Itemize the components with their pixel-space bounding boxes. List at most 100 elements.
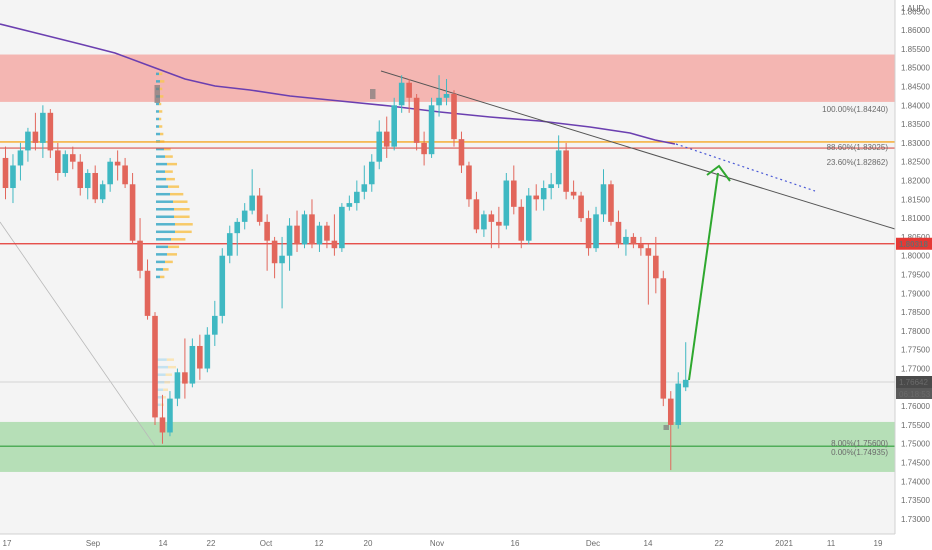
volume-profile-bar bbox=[156, 207, 174, 211]
x-tick-label: 22 bbox=[207, 539, 216, 548]
candle-body bbox=[249, 195, 255, 211]
volume-profile-bar bbox=[160, 132, 164, 136]
volume-profile-bar bbox=[156, 396, 162, 399]
volume-profile-bar bbox=[160, 80, 165, 83]
candle-body bbox=[518, 206, 525, 241]
candle-body bbox=[600, 184, 607, 215]
candle-body bbox=[376, 131, 383, 162]
candle-body bbox=[294, 225, 300, 245]
volume-profile-bar bbox=[156, 245, 168, 249]
moving-average-line bbox=[0, 23, 676, 145]
volume-profile-bar bbox=[165, 170, 173, 173]
candle-body bbox=[316, 225, 323, 245]
x-tick-label: 2021 bbox=[775, 539, 793, 548]
price-axis[interactable] bbox=[895, 0, 932, 550]
candle-body bbox=[226, 233, 233, 256]
candle-body bbox=[279, 255, 285, 264]
volume-profile-bar bbox=[156, 275, 160, 279]
volume-profile-bar bbox=[165, 260, 173, 264]
volume-profile-bar bbox=[156, 268, 163, 271]
candle-body bbox=[92, 172, 98, 200]
candle-body bbox=[17, 150, 24, 166]
volume-profile-bar bbox=[156, 185, 168, 188]
candle-body bbox=[398, 82, 405, 106]
candle-body bbox=[339, 206, 345, 249]
candle-body bbox=[137, 240, 143, 271]
volume-profile-bar bbox=[163, 388, 168, 391]
fib-label-0: 0.00%(1.74935) bbox=[831, 448, 888, 457]
volume-profile-bar bbox=[156, 147, 164, 151]
candle-body bbox=[623, 236, 629, 245]
y-tick-label: 1.73000 bbox=[901, 515, 930, 524]
candle-body bbox=[122, 165, 128, 185]
candle-body bbox=[144, 270, 151, 316]
candle-body bbox=[436, 97, 442, 106]
candle-body bbox=[421, 142, 427, 155]
candle-body bbox=[69, 154, 76, 162]
fib-diagonal-line bbox=[0, 221, 156, 447]
y-tick-label: 1.79500 bbox=[901, 271, 930, 280]
x-tick-label: Sep bbox=[86, 539, 101, 548]
level-price-badge-text: 1.80318 bbox=[899, 240, 928, 249]
fib-label-88: 88.60%(1.83025) bbox=[827, 143, 889, 152]
candle-body bbox=[47, 112, 54, 151]
candle-body bbox=[660, 278, 667, 399]
candle-body bbox=[540, 188, 547, 200]
volume-profile-bar bbox=[156, 253, 167, 256]
volume-profile-bar bbox=[174, 207, 190, 211]
volume-profile-bar bbox=[168, 365, 176, 369]
volume-profile-bar bbox=[159, 125, 163, 128]
y-tick-label: 1.74500 bbox=[901, 459, 930, 468]
target-arrow-head bbox=[706, 164, 731, 182]
candle-body bbox=[533, 195, 540, 200]
y-tick-label: 1.81000 bbox=[901, 214, 930, 223]
y-tick-label: 1.86500 bbox=[901, 7, 930, 16]
candle-body bbox=[114, 161, 121, 166]
volume-profile-bar bbox=[156, 373, 166, 376]
volume-profile-bar bbox=[165, 373, 172, 376]
highlight-candle bbox=[663, 425, 669, 430]
candle-body bbox=[443, 94, 450, 98]
target-arrow-shaft bbox=[688, 172, 719, 381]
candle-body bbox=[383, 131, 390, 147]
candle-body bbox=[354, 191, 360, 204]
candle-body bbox=[309, 214, 315, 245]
volume-profile-bar bbox=[170, 192, 184, 196]
volume-profile-bar bbox=[159, 102, 162, 106]
candle-body bbox=[413, 97, 420, 143]
volume-profile-bar bbox=[159, 110, 163, 113]
candle-body bbox=[563, 150, 569, 192]
candle-body bbox=[653, 255, 659, 279]
volume-profile-bar bbox=[156, 110, 159, 113]
y-tick-label: 1.75000 bbox=[901, 440, 930, 449]
volume-profile-bar bbox=[173, 200, 188, 203]
x-tick-label: 22 bbox=[715, 539, 724, 548]
candle-body bbox=[174, 372, 181, 399]
countdown-badge-text: 06:18:53 bbox=[899, 390, 931, 399]
y-tick-label: 1.77000 bbox=[901, 365, 930, 374]
volume-profile-bar bbox=[156, 125, 159, 128]
volume-profile-bar bbox=[156, 132, 160, 136]
volume-profile-bar bbox=[166, 358, 174, 361]
x-tick-label: 11 bbox=[827, 539, 836, 548]
candle-body bbox=[241, 210, 248, 222]
countdown-badge bbox=[896, 387, 932, 399]
candle-body bbox=[511, 180, 517, 207]
volume-profile-bar bbox=[168, 245, 180, 249]
candle-body bbox=[197, 345, 203, 369]
time-axis[interactable] bbox=[0, 534, 932, 550]
candle-body bbox=[2, 157, 9, 189]
y-tick-label: 1.77500 bbox=[901, 346, 930, 355]
volume-profile-bar bbox=[156, 358, 167, 361]
candle-body bbox=[271, 240, 278, 264]
fib-label-100: 100.00%(1.84240) bbox=[822, 105, 888, 114]
candle-body bbox=[264, 221, 270, 241]
candle-body bbox=[570, 191, 577, 196]
candle-body bbox=[667, 398, 674, 425]
level-price-badge bbox=[896, 237, 932, 250]
fib-label-bottom-faint: 8.00%(1.75600) bbox=[831, 439, 888, 448]
candle-body bbox=[55, 150, 61, 173]
candle-body bbox=[458, 139, 465, 166]
